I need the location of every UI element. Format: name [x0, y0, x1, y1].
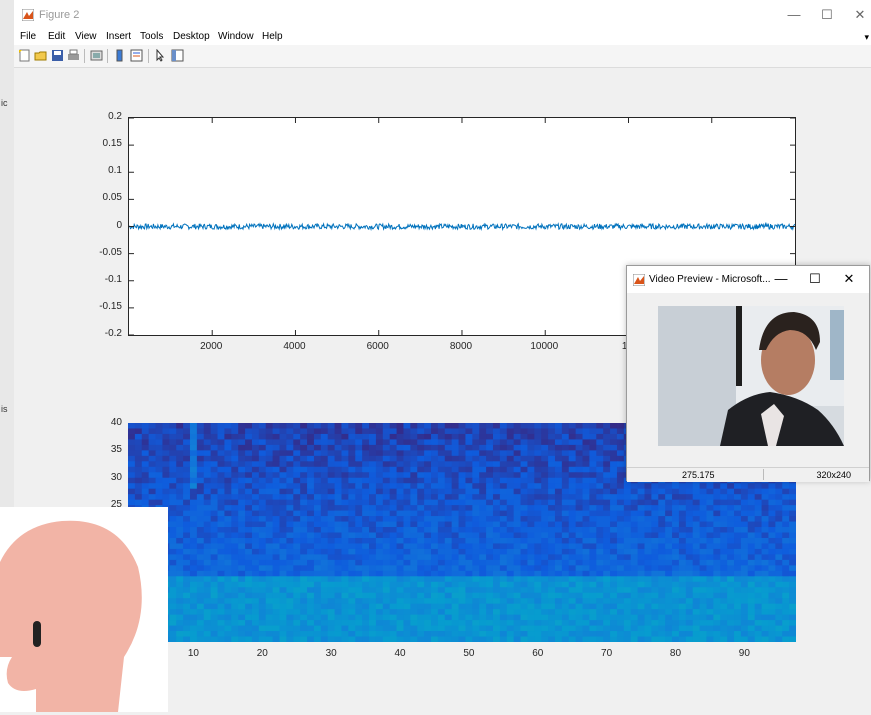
video-preview-statusbar: 275.175 320x240 [627, 467, 869, 482]
new-figure-icon[interactable] [18, 49, 31, 62]
head-profile-icon [0, 520, 142, 712]
y-tick-label: 0 [116, 219, 122, 231]
figure-title: Figure 2 [39, 9, 80, 21]
matlab-icon [22, 9, 34, 21]
open-file-icon[interactable] [34, 49, 47, 62]
menu-tools[interactable]: Tools [140, 31, 164, 42]
y-tick-label: 25 [110, 499, 122, 511]
signal-line [129, 221, 795, 232]
x-tick-label: 40 [394, 648, 406, 659]
x-tick-label: 30 [325, 648, 337, 659]
line-plot-canvas [129, 118, 795, 335]
insert-colorbar-icon[interactable] [113, 49, 126, 62]
video-preview-title: Video Preview - Microsoft... [649, 274, 771, 285]
x-tick-label: 20 [256, 648, 268, 659]
menu-bar: File Edit View Insert Tools Desktop Wind… [14, 30, 871, 45]
insert-legend-icon[interactable] [130, 49, 143, 62]
toolbar-separator [148, 49, 149, 63]
maximize-button[interactable]: ☐ [809, 271, 821, 286]
y-tick-label: 0.2 [108, 111, 122, 122]
x-tick-label: 8000 [449, 341, 473, 352]
property-inspector-icon[interactable] [171, 49, 184, 62]
menu-desktop[interactable]: Desktop [173, 31, 210, 42]
background-text-fragment: ic [1, 98, 8, 108]
close-button[interactable]: ✕ [854, 7, 866, 22]
x-tick-label: 60 [532, 648, 544, 659]
toolbar-toggle-icon[interactable]: ▾ [864, 32, 869, 42]
edit-plot-icon[interactable] [154, 49, 167, 62]
menu-help[interactable]: Help [262, 31, 283, 42]
minimize-button[interactable]: — [774, 271, 788, 286]
y-tick-label: 35 [110, 444, 122, 456]
x-tick-label: 80 [669, 648, 682, 659]
menu-view[interactable]: View [75, 31, 97, 42]
y-tick-label: -0.1 [104, 273, 122, 285]
toolbar-separator [107, 49, 108, 63]
maximize-button[interactable]: ☐ [821, 7, 833, 22]
x-tick-label: 50 [463, 648, 475, 659]
x-tick-label: 4000 [283, 341, 306, 352]
video-preview-window[interactable]: Video Preview - Microsoft... — ☐ ✕ 275.1… [626, 265, 870, 482]
x-tick-label: 6000 [366, 341, 389, 352]
close-button[interactable]: ✕ [843, 271, 855, 286]
x-tick-label: 90 [738, 648, 750, 659]
x-tick-label: 70 [601, 648, 613, 659]
y-tick-label: 40 [110, 417, 122, 428]
save-icon[interactable] [51, 49, 64, 62]
toolbar-separator [84, 49, 85, 63]
print-icon[interactable] [67, 49, 80, 62]
status-separator [763, 469, 764, 480]
menu-insert[interactable]: Insert [106, 31, 132, 42]
x-tick-label: 2000 [200, 341, 223, 352]
head-illustration [0, 507, 168, 712]
y-tick-label: 30 [110, 471, 122, 483]
webcam-frame-image [658, 306, 844, 446]
background-text-fragment: is [1, 404, 8, 414]
y-tick-label: 0.1 [108, 165, 122, 177]
x-tick-label: 10 [187, 648, 199, 659]
x-tick-label: 10000 [530, 341, 559, 352]
y-tick-label: -0.15 [99, 300, 122, 312]
y-tick-label: -0.05 [99, 246, 122, 258]
y-tick-label: 0.05 [102, 192, 122, 204]
video-timestamp: 275.175 [682, 470, 715, 480]
menu-file[interactable]: File [20, 31, 37, 42]
video-preview-titlebar[interactable]: Video Preview - Microsoft... — ☐ ✕ [627, 266, 869, 293]
figure-titlebar[interactable]: Figure 2 — ☐ ✕ [14, 0, 871, 30]
y-tick-label: 0.15 [102, 138, 122, 150]
minimize-button[interactable]: — [787, 7, 801, 22]
video-resolution: 320x240 [816, 470, 851, 480]
link-plot-icon[interactable] [90, 49, 103, 62]
matlab-icon [633, 274, 645, 286]
y-tick-label: -0.2 [104, 328, 122, 339]
figure-toolbar [14, 45, 871, 68]
menu-edit[interactable]: Edit [48, 31, 66, 42]
menu-window[interactable]: Window [218, 31, 254, 42]
